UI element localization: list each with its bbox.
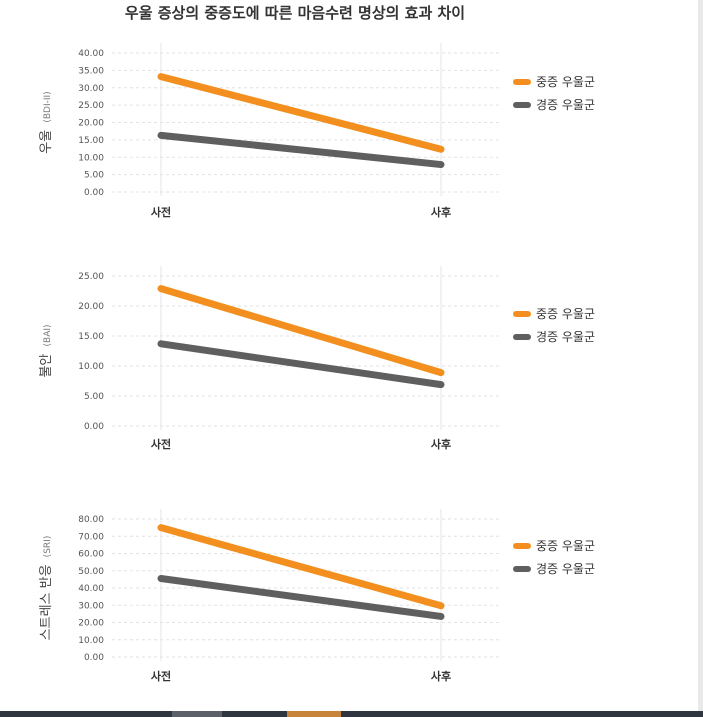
bottom-bar: [0, 711, 703, 717]
y-axis-label: 불안 (BAI): [39, 324, 54, 377]
series-line-mild: [157, 131, 445, 169]
series-line-mild: [157, 340, 445, 389]
y-axis-label-text: 불안: [39, 349, 54, 377]
page-title: 우울 증상의 중증도에 따른 마음수련 명상의 효과 차이: [124, 4, 466, 22]
y-tick-label: 30.00: [78, 84, 104, 94]
chart-depression: 0.00 5.00 10.00 15.00 20.00 25.00 30.00 35.00 40…: [39, 43, 595, 219]
y-tick-label: 40.00: [78, 49, 104, 59]
chart-stress: 0.00 10.00 20.00 30.00 40.00 50.00 60.00 70.00 8…: [39, 509, 595, 683]
x-tick-label: 사후: [431, 437, 451, 451]
y-tick-label: 50.00: [78, 567, 104, 577]
y-tick-label: 10.00: [78, 636, 104, 646]
y-axis-label-unit: (BDI-II): [43, 91, 53, 122]
series-line-mild: [157, 575, 445, 620]
y-tick-label: 35.00: [78, 66, 104, 76]
y-tick-label: 25.00: [78, 101, 104, 111]
series-line-severe: [157, 285, 445, 377]
y-tick-label: 5.00: [84, 171, 104, 181]
y-tick-label: 20.00: [78, 119, 104, 129]
y-tick-label: 0.00: [84, 188, 104, 198]
y-tick-label: 80.00: [78, 515, 104, 525]
y-axis-label-unit: (BAI): [43, 324, 53, 346]
series-line-severe: [157, 73, 445, 153]
legend-label[interactable]: 경증 우울군: [536, 562, 595, 576]
y-axis-label: 우울 (BDI-II): [39, 91, 54, 153]
y-tick-label: 10.00: [78, 362, 104, 372]
x-tick-label: 사전: [151, 437, 171, 451]
y-tick-label: 10.00: [78, 153, 104, 163]
y-tick-label: 15.00: [78, 136, 104, 146]
x-tick-label: 사전: [151, 669, 171, 683]
x-tick-label: 사후: [431, 205, 451, 219]
y-axis-label-text: 우울: [39, 126, 54, 154]
y-axis-label-text: 스트레스 반응: [39, 560, 54, 640]
bottom-bar-tab-active[interactable]: [287, 711, 341, 717]
series-line-severe: [157, 524, 445, 610]
y-tick-label: 20.00: [78, 302, 104, 312]
x-tick-label: 사후: [431, 669, 451, 683]
bottom-bar-tab[interactable]: [172, 711, 222, 717]
y-tick-label: 0.00: [84, 653, 104, 663]
legend-label[interactable]: 중증 우울군: [536, 75, 595, 89]
y-tick-label: 70.00: [78, 532, 104, 542]
x-tick-label: 사전: [151, 205, 171, 219]
y-tick-label: 5.00: [84, 392, 104, 402]
chart-anxiety: 0.00 5.00 10.00 15.00 20.00 25.00 사전 사후 불안 (BAI)…: [39, 266, 595, 451]
y-tick-label: 60.00: [78, 550, 104, 560]
y-tick-label: 25.00: [78, 272, 104, 282]
y-tick-label: 15.00: [78, 332, 104, 342]
y-axis-label-unit: (SRI): [43, 536, 53, 558]
y-tick-label: 40.00: [78, 584, 104, 594]
legend-label[interactable]: 중증 우울군: [536, 307, 595, 321]
legend-label[interactable]: 경증 우울군: [536, 98, 595, 112]
y-axis-label: 스트레스 반응 (SRI): [39, 536, 54, 641]
y-tick-label: 20.00: [78, 619, 104, 629]
y-tick-label: 0.00: [84, 422, 104, 432]
legend-label[interactable]: 경증 우울군: [536, 330, 595, 344]
legend-label[interactable]: 중증 우울군: [536, 539, 595, 553]
y-tick-label: 30.00: [78, 601, 104, 611]
page-edge: [698, 0, 703, 717]
